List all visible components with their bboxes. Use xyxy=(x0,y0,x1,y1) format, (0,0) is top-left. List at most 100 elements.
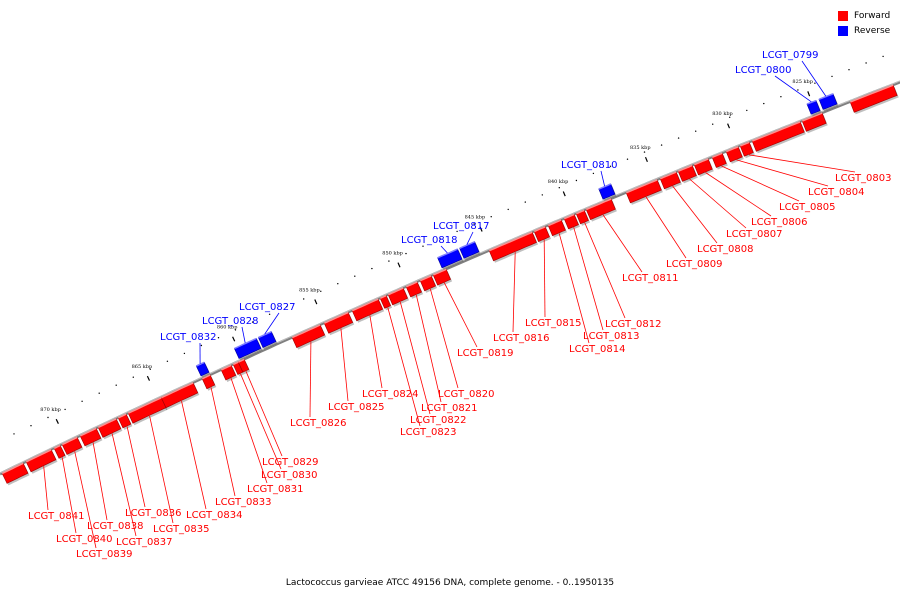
gene-lcgt-0807[interactable] xyxy=(677,164,698,184)
minor-tick-dot xyxy=(541,194,543,196)
gene-label[interactable]: LCGT_0833 xyxy=(215,497,272,508)
gene-label[interactable]: LCGT_0811 xyxy=(622,273,679,284)
gene-lcgt-0835[interactable] xyxy=(127,397,168,426)
gene-lcgt-0834[interactable] xyxy=(159,382,200,411)
gene-lcgt-0820[interactable] xyxy=(419,275,438,293)
minor-tick-dot xyxy=(354,275,356,277)
gene-label[interactable]: LCGT_0819 xyxy=(457,348,514,359)
gene-lcgt-0819[interactable] xyxy=(432,268,453,288)
gene-label[interactable]: LCGT_0836 xyxy=(125,508,182,519)
gene-lcgt-0833[interactable] xyxy=(201,374,217,391)
gene-unlabeled[interactable] xyxy=(849,84,899,115)
gene-highlight xyxy=(405,281,418,288)
minor-tick-dot xyxy=(371,267,373,270)
gene-label[interactable]: LCGT_0822 xyxy=(410,415,467,426)
gene-label[interactable]: LCGT_0826 xyxy=(290,418,347,429)
gene-lcgt-0800[interactable] xyxy=(806,99,822,117)
gene-lcgt-0818[interactable] xyxy=(437,248,464,270)
gene-lcgt-0838[interactable] xyxy=(79,427,103,448)
gene-leader-line xyxy=(774,75,812,103)
gene-label[interactable]: LCGT_0837 xyxy=(116,537,173,548)
gene-leader-line xyxy=(264,312,280,335)
gene-lcgt-0799[interactable] xyxy=(818,93,839,112)
gene-label[interactable]: LCGT_0807 xyxy=(726,229,783,240)
gene-label[interactable]: LCGT_0839 xyxy=(76,549,133,560)
gene-label[interactable]: LCGT_0828 xyxy=(202,316,259,327)
gene-label[interactable]: LCGT_0810 xyxy=(561,160,618,171)
gene-lcgt-0816[interactable] xyxy=(488,231,538,263)
gene-unlabeled[interactable] xyxy=(801,112,828,134)
gene-lcgt-0811[interactable] xyxy=(585,198,617,222)
minor-tick-dot xyxy=(200,344,203,347)
gene-lcgt-0839[interactable] xyxy=(61,436,84,457)
gene-lcgt-0813[interactable] xyxy=(563,213,580,231)
gene-label[interactable]: LCGT_0808 xyxy=(697,244,754,255)
gene-lcgt-0822[interactable] xyxy=(387,287,410,307)
gene-lcgt-0809[interactable] xyxy=(625,179,663,205)
gene-lcgt-0821[interactable] xyxy=(405,281,424,299)
gene-label[interactable]: LCGT_0803 xyxy=(835,173,892,184)
gene-label[interactable]: LCGT_0815 xyxy=(525,318,582,329)
gene-label[interactable]: LCGT_0812 xyxy=(605,319,662,330)
gene-lcgt-0805[interactable] xyxy=(711,152,728,170)
gene-label[interactable]: LCGT_0804 xyxy=(808,187,865,198)
gene-label[interactable]: LCGT_0805 xyxy=(779,202,836,213)
gene-lcgt-0829[interactable] xyxy=(237,358,251,375)
gene-label[interactable]: LCGT_0813 xyxy=(583,331,640,342)
gene-lcgt-0827[interactable] xyxy=(258,330,278,350)
gene-label[interactable]: LCGT_0835 xyxy=(153,524,210,535)
gene-lcgt-0810[interactable] xyxy=(598,183,617,202)
gene-label[interactable]: LCGT_0834 xyxy=(186,510,243,521)
gene-label[interactable]: LCGT_0841 xyxy=(28,511,85,522)
gene-leader-line xyxy=(149,415,174,524)
gene-lcgt-0817[interactable] xyxy=(459,241,481,261)
gene-label[interactable]: LCGT_0840 xyxy=(56,534,113,545)
gene-label[interactable]: LCGT_0816 xyxy=(493,333,550,344)
gene-lcgt-0823[interactable] xyxy=(379,294,393,311)
gene-label[interactable]: LCGT_0800 xyxy=(735,65,792,76)
gene-label[interactable]: LCGT_0806 xyxy=(751,217,808,228)
gene-highlight xyxy=(117,413,127,419)
gene-lcgt-0815[interactable] xyxy=(533,226,551,244)
gene-label[interactable]: LCGT_0831 xyxy=(247,484,304,495)
gene-lcgt-0812[interactable] xyxy=(575,209,590,226)
gene-label[interactable]: LCGT_0825 xyxy=(328,402,385,413)
gene-lcgt-0814[interactable] xyxy=(547,219,567,238)
gene-lcgt-0825[interactable] xyxy=(323,311,355,336)
gene-lcgt-0836[interactable] xyxy=(117,413,133,430)
gene-label[interactable]: LCGT_0820 xyxy=(438,389,495,400)
gene-highlight xyxy=(323,311,349,324)
gene-label[interactable]: LCGT_0799 xyxy=(762,50,819,61)
major-tick xyxy=(562,191,566,197)
gene-label[interactable]: LCGT_0829 xyxy=(262,457,319,468)
gene-label[interactable]: LCGT_0821 xyxy=(421,403,478,414)
gene-label[interactable]: LCGT_0823 xyxy=(400,427,457,438)
gene-unlabeled[interactable] xyxy=(751,121,806,154)
gene-label[interactable]: LCGT_0814 xyxy=(569,344,626,355)
gene-lcgt-0840[interactable] xyxy=(53,444,67,461)
gene-label[interactable]: LCGT_0830 xyxy=(261,470,318,481)
gene-lcgt-0831[interactable] xyxy=(220,364,238,382)
gene-label[interactable]: LCGT_0827 xyxy=(239,302,296,313)
gene-lcgt-0806[interactable] xyxy=(693,158,714,177)
gene-lcgt-0804[interactable] xyxy=(725,146,744,164)
gene-unlabeled[interactable] xyxy=(1,462,30,486)
gene-label[interactable]: LCGT_0832 xyxy=(160,332,217,343)
minor-tick-dot xyxy=(166,360,169,362)
gene-lcgt-0803[interactable] xyxy=(739,141,755,159)
gene-label[interactable]: LCGT_0838 xyxy=(87,521,144,532)
gene-lcgt-0828[interactable] xyxy=(234,337,263,361)
gene-lcgt-0826[interactable] xyxy=(291,324,327,350)
gene-label[interactable]: LCGT_0809 xyxy=(666,259,723,270)
gene-lcgt-0808[interactable] xyxy=(659,171,682,191)
gene-lcgt-0837[interactable] xyxy=(97,418,123,440)
gene-leader-line xyxy=(443,282,478,348)
gene-lcgt-0824[interactable] xyxy=(351,298,385,323)
gene-label[interactable]: LCGT_0818 xyxy=(401,235,458,246)
gene-label[interactable]: LCGT_0817 xyxy=(433,221,490,232)
gene-lcgt-0830[interactable] xyxy=(232,361,245,377)
gene-label[interactable]: LCGT_0824 xyxy=(362,389,419,400)
gene-lcgt-0841[interactable] xyxy=(25,449,58,474)
minor-tick-dot xyxy=(422,245,424,247)
gene-lcgt-0832[interactable] xyxy=(195,361,211,378)
